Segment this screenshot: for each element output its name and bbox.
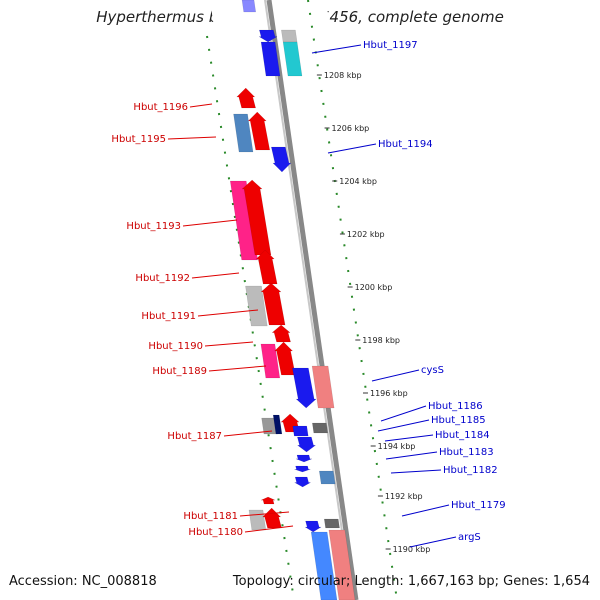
leader-line-right [409, 536, 457, 548]
gene-hbut-1196 [236, 87, 256, 109]
scale-tick-label: 1198 kbp [362, 336, 400, 345]
gene-hbut-1194 [271, 146, 292, 173]
gene-hbut-1191 [260, 282, 286, 326]
gene-hbut-1182-a [294, 465, 311, 473]
gene-label-left: Hbut_1192 [135, 273, 190, 284]
leader-line-left [239, 511, 290, 517]
gene-label-right: Hbut_1194 [378, 139, 433, 150]
gene-hbut-1181 [260, 496, 276, 505]
gene-label-left: Hbut_1195 [111, 134, 166, 145]
scale-tick-label: 1202 kbp [347, 230, 385, 239]
leader-line-left [204, 341, 254, 347]
leader-line-left [208, 365, 267, 372]
scale-tick-label: 1196 kbp [370, 389, 408, 398]
gene-hbut-1182-b [293, 476, 312, 488]
gene-hbut-1183 [295, 454, 313, 463]
gene-label-left: Hbut_1196 [133, 102, 188, 113]
gene-hbut-1187-navy [272, 414, 283, 435]
gene-hbut-1185 [312, 422, 329, 434]
gene-argS-grey [323, 518, 340, 529]
leader-line-left [244, 525, 294, 533]
leader-line-right [401, 504, 450, 517]
gene-label-left: Hbut_1191 [141, 311, 196, 322]
leader-line-left [197, 309, 259, 317]
gene-label-left: Hbut_1190 [148, 341, 203, 352]
gene-hbut-1179 [304, 520, 323, 533]
gene-hbut-1180 [262, 507, 282, 529]
gene-hbut-1195-blue [233, 113, 254, 153]
leader-line-left [223, 430, 273, 437]
leader-line-right [311, 44, 362, 54]
gene-grey-1192 [245, 285, 268, 327]
leader-line-right [384, 434, 434, 442]
gene-label-left: Hbut_1193 [126, 221, 181, 232]
gene-hbut-1182 [319, 470, 336, 485]
gene-hbut-1180-grey [248, 509, 267, 531]
gene-label-left: Hbut_1189 [152, 366, 207, 377]
gene-hbut-1197-head [258, 29, 278, 43]
gene-hbut-1195 [247, 111, 271, 151]
gene-cysS [292, 367, 317, 409]
gene-hbut-1197 [260, 41, 281, 77]
gene-hbut-1193-pink [229, 180, 258, 261]
gene-cysS-salmon [311, 365, 335, 409]
gene-label-right: Hbut_1185 [431, 415, 486, 426]
topology-summary: Topology: circular; Length: 1,667,163 bp… [232, 574, 590, 589]
leader-line-right [371, 369, 420, 382]
gene-hbut-1189 [273, 341, 296, 376]
leader-line-left [167, 136, 217, 140]
gene-label-right: Hbut_1183 [439, 447, 494, 458]
gene-label-right: Hbut_1184 [435, 430, 490, 441]
scale-tick-label: 1204 kbp [339, 177, 377, 186]
scale-tick-label: 1206 kbp [332, 124, 370, 133]
gene-grey-1 [281, 29, 298, 43]
gene-hbut-1184 [296, 436, 317, 453]
scale-tick-label: 1190 kbp [393, 545, 431, 554]
gene-label-right: Hbut_1179 [451, 500, 506, 511]
leader-line-right [390, 469, 442, 474]
gene-argS-salmon [328, 529, 356, 600]
leader-line-right [377, 419, 430, 432]
accession-text: Accession: NC_008818 [9, 574, 157, 589]
gene-hbut-1189-pink [260, 343, 281, 379]
scale-tick-label: 1208 kbp [324, 71, 362, 80]
gene-label-right: Hbut_1197 [363, 40, 418, 51]
gene-label-right: cysS [421, 365, 444, 376]
gene-top-partial [241, 0, 257, 13]
gene-label-right: Hbut_1186 [428, 401, 483, 412]
leader-line-right [380, 405, 427, 422]
gene-label-right: argS [458, 532, 481, 543]
scale-tick-label: 1192 kbp [385, 492, 423, 501]
gene-argS-blue [310, 531, 338, 600]
scale-tick-label: 1200 kbp [355, 283, 393, 292]
leader-line-left [182, 219, 238, 227]
gene-label-left: Hbut_1187 [167, 431, 222, 442]
gene-label-left: Hbut_1180 [188, 527, 243, 538]
leader-line-right [385, 451, 438, 460]
backbone-shadow [264, 0, 353, 600]
leader-line-right [327, 143, 377, 154]
gene-label-right: Hbut_1182 [443, 465, 498, 476]
gene-label-left: Hbut_1181 [183, 511, 238, 522]
leader-line-left [189, 103, 213, 108]
gene-hbut-1186 [292, 425, 309, 437]
scale-tick-label: 1194 kbp [378, 442, 416, 451]
backbone-line [266, 0, 359, 600]
leader-line-left [191, 272, 240, 279]
gene-cyan [282, 41, 303, 77]
